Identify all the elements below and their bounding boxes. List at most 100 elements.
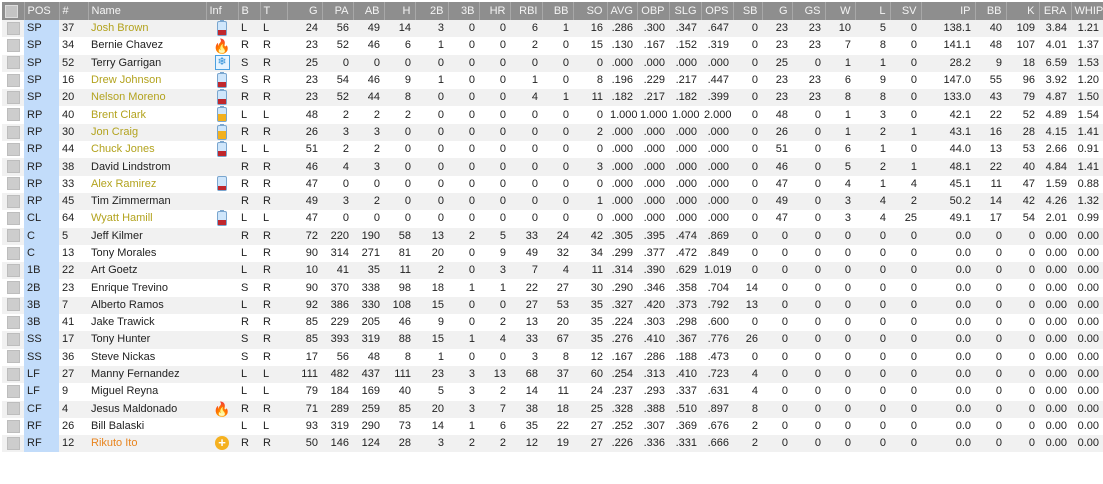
table-row[interactable]: RP 45 Tim Zimmerman R R 49 3 2 0 0 0 0 0 0 1.000.000.0… — [2, 192, 1103, 211]
player-name-link[interactable]: Tony Hunter — [88, 331, 206, 349]
column-header-t-5[interactable]: T — [260, 2, 288, 20]
column-header-pos-0[interactable]: POS — [24, 2, 60, 20]
row-checkbox[interactable] — [2, 296, 24, 315]
row-checkbox[interactable] — [2, 71, 24, 90]
checkbox-icon[interactable] — [6, 367, 20, 381]
checkbox-icon[interactable] — [6, 56, 20, 70]
row-checkbox[interactable] — [2, 348, 24, 366]
player-name-link[interactable]: Rikuto Ito — [88, 435, 206, 453]
checkbox-icon[interactable] — [6, 90, 20, 104]
checkbox-icon[interactable] — [6, 142, 20, 156]
player-name-link[interactable]: Jeff Kilmer — [88, 227, 206, 245]
checkbox-icon[interactable] — [6, 263, 20, 277]
column-header-g-21[interactable]: G — [762, 2, 793, 20]
player-name-link[interactable]: Nelson Moreno — [88, 89, 206, 107]
checkbox-icon[interactable] — [6, 160, 20, 174]
table-row[interactable]: SS 36 Steve Nickas S R 17 56 48 8 1 0 0 3 8 12.167.286… — [2, 348, 1103, 366]
column-header-g-6[interactable]: G — [287, 2, 323, 20]
row-checkbox[interactable] — [2, 279, 24, 297]
table-row[interactable]: SS 17 Tony Hunter S R 85 393 319 88 15 1 4 33 67 35.27… — [2, 331, 1103, 349]
checkbox-icon[interactable] — [6, 108, 20, 122]
row-checkbox[interactable] — [2, 158, 24, 176]
row-checkbox[interactable] — [2, 244, 24, 263]
row-checkbox[interactable] — [2, 417, 24, 436]
column-header-so-15[interactable]: SO — [573, 2, 608, 20]
player-name-link[interactable]: Tim Zimmerman — [88, 192, 206, 211]
row-checkbox[interactable] — [2, 314, 24, 332]
table-row[interactable]: RP 38 David Lindstrom R R 46 4 3 0 0 0 0 0 0 3.000.000… — [2, 158, 1103, 176]
player-name-link[interactable]: Chuck Jones — [88, 141, 206, 159]
column-header-sv-25[interactable]: SV — [890, 2, 922, 20]
column-header-w-23[interactable]: W — [825, 2, 856, 20]
player-name-link[interactable]: Wyatt Hamill — [88, 210, 206, 228]
player-name-link[interactable]: Bill Balaski — [88, 417, 206, 436]
column-header-ab-8[interactable]: AB — [353, 2, 385, 20]
checkbox-icon[interactable] — [6, 402, 20, 416]
player-name-link[interactable]: Jon Craig — [88, 123, 206, 142]
player-name-link[interactable]: Jake Trawick — [88, 314, 206, 332]
column-header-b-4[interactable]: B — [238, 2, 261, 20]
player-name-link[interactable]: Enrique Trevino — [88, 279, 206, 297]
checkbox-icon[interactable] — [6, 21, 20, 35]
column-header-3b-11[interactable]: 3B — [448, 2, 480, 20]
row-checkbox[interactable] — [2, 210, 24, 228]
column-header-bb-14[interactable]: BB — [542, 2, 574, 20]
row-checkbox[interactable] — [2, 20, 24, 38]
column-header-hr-12[interactable]: HR — [479, 2, 511, 20]
table-row[interactable]: LF 9 Miguel Reyna L L 79 184 169 40 5 3 2 14 11 24.237… — [2, 383, 1103, 401]
row-checkbox[interactable] — [2, 123, 24, 142]
player-name-link[interactable]: Art Goetz — [88, 262, 206, 280]
player-name-link[interactable]: Terry Garrigan — [88, 54, 206, 72]
checkbox-icon[interactable] — [6, 39, 20, 53]
table-row[interactable]: C 13 Tony Morales L R 90 314 271 81 20 0 9 49 32 34.29… — [2, 244, 1103, 263]
column-header-whip-30[interactable]: WHIP — [1071, 2, 1103, 20]
table-row[interactable]: RP 30 Jon Craig R R 26 3 3 0 0 0 0 0 0 2.000.000.000.0… — [2, 123, 1103, 142]
row-checkbox[interactable] — [2, 37, 24, 55]
player-name-link[interactable]: Manny Fernandez — [88, 365, 206, 384]
row-checkbox[interactable] — [2, 106, 24, 124]
row-checkbox[interactable] — [2, 89, 24, 107]
column-header-name-2[interactable]: Name — [88, 2, 207, 20]
player-name-link[interactable]: Steve Nickas — [88, 348, 206, 366]
column-header-slg-18[interactable]: SLG — [669, 2, 702, 20]
table-row[interactable]: 3B 7 Alberto Ramos L R 92 386 330 108 15 0 0 27 53 35.… — [2, 296, 1103, 315]
table-row[interactable]: SP 16 Drew Johnson S R 23 54 46 9 1 0 0 1 0 8.196.229.… — [2, 71, 1103, 90]
column-header-avg-16[interactable]: AVG — [607, 2, 638, 20]
column-header-inf-3[interactable]: Inf — [206, 2, 239, 20]
column-header-ops-19[interactable]: OPS — [701, 2, 734, 20]
row-checkbox[interactable] — [2, 175, 24, 193]
table-row[interactable]: CL 64 Wyatt Hamill L L 47 0 0 0 0 0 0 0 0 0.000.000.00… — [2, 210, 1103, 228]
row-checkbox[interactable] — [2, 331, 24, 349]
table-row[interactable]: RF 12 Rikuto Ito + R R 50 146 124 28 3 2 2 12 19 27.226… — [2, 435, 1103, 453]
column-header-h-9[interactable]: H — [384, 2, 416, 20]
player-name-link[interactable]: Alberto Ramos — [88, 296, 206, 315]
checkbox-icon[interactable] — [6, 281, 20, 295]
column-header-k-28[interactable]: K — [1006, 2, 1040, 20]
player-name-link[interactable]: Alex Ramirez — [88, 175, 206, 193]
player-name-link[interactable]: Drew Johnson — [88, 71, 206, 90]
checkbox-icon[interactable] — [6, 384, 20, 398]
column-header-sb-20[interactable]: SB — [733, 2, 763, 20]
table-row[interactable]: SP 34 Bernie Chavez 🔥 R R 23 52 46 6 1 0 0 2 0 15.130.1… — [2, 37, 1103, 55]
table-row[interactable]: RF 26 Bill Balaski L L 93 319 290 73 14 1 6 35 22 27.2… — [2, 417, 1103, 436]
row-checkbox[interactable] — [2, 435, 24, 453]
select-all-checkbox[interactable] — [2, 2, 25, 20]
checkbox-icon[interactable] — [6, 350, 20, 364]
checkbox-icon[interactable] — [6, 212, 20, 225]
checkbox-icon[interactable] — [6, 298, 20, 312]
row-checkbox[interactable] — [2, 227, 24, 245]
checkbox-icon[interactable] — [6, 436, 20, 450]
table-row[interactable]: 1B 22 Art Goetz L R 10 41 35 11 2 0 3 7 4 11.314.390.6… — [2, 262, 1103, 280]
player-name-link[interactable]: Miguel Reyna — [88, 383, 206, 401]
table-row[interactable]: LF 27 Manny Fernandez L L 111 482 437 111 23 3 13 68… — [2, 365, 1103, 384]
table-row[interactable]: RP 40 Brent Clark L L 48 2 2 2 0 0 0 0 0 0 1.000 1.000 1.… — [2, 106, 1103, 124]
table-row[interactable]: C 5 Jeff Kilmer R R 72 220 190 58 13 2 5 33 24 42.305.… — [2, 227, 1103, 245]
checkbox-icon[interactable] — [6, 333, 20, 347]
row-checkbox[interactable] — [2, 54, 24, 72]
checkbox-icon[interactable] — [6, 246, 20, 260]
checkbox-icon[interactable] — [6, 125, 20, 139]
column-header-era-29[interactable]: ERA — [1039, 2, 1072, 20]
player-name-link[interactable]: Tony Morales — [88, 244, 206, 263]
checkbox-icon[interactable] — [6, 229, 20, 243]
row-checkbox[interactable] — [2, 192, 24, 211]
